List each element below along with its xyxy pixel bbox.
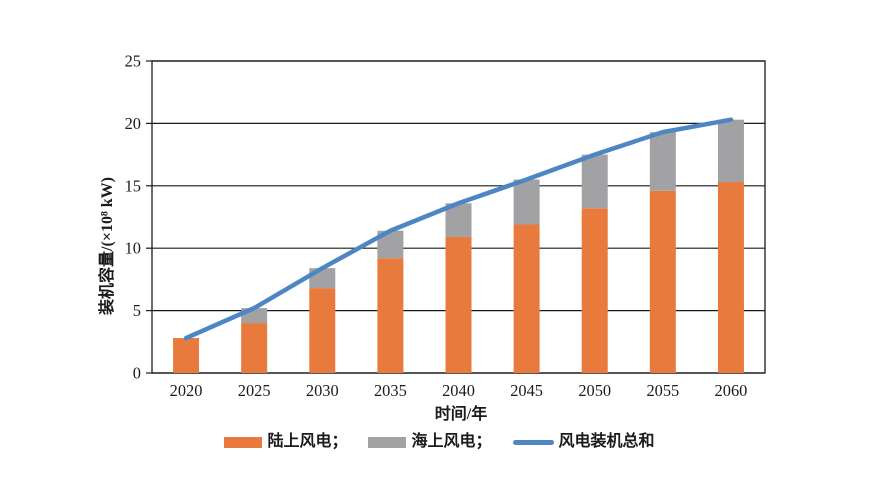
total-line bbox=[183, 117, 734, 341]
x-tick-label: 2060 bbox=[715, 381, 748, 400]
y-tick-label: 0 bbox=[133, 364, 141, 383]
bar-onshore-wind-2020 bbox=[173, 338, 200, 373]
x-axis-title: 时间/年 bbox=[435, 404, 487, 423]
legend-item-onshore-wind: 陆上风电； bbox=[224, 434, 347, 450]
total-wind-line-swatch-icon bbox=[512, 439, 554, 445]
y-tick-label: 5 bbox=[133, 301, 141, 320]
x-tick-label: 2055 bbox=[646, 381, 679, 400]
y-tick-label: 15 bbox=[125, 176, 141, 195]
y-tick-label: 10 bbox=[125, 239, 141, 258]
bar-onshore-wind-2060 bbox=[717, 182, 744, 373]
bar-onshore-wind-2045 bbox=[513, 224, 540, 373]
x-tick-labels: 2020 2025 2030 2035 2040 2045 2050 2055 2060 bbox=[170, 381, 748, 400]
bars bbox=[173, 119, 744, 373]
bar-onshore-wind-2035 bbox=[377, 258, 404, 373]
bar-onshore-wind-2040 bbox=[445, 236, 472, 373]
legend-label-total-wind: 风电装机总和 bbox=[558, 433, 655, 450]
legend-item-offshore-wind: 海上风电； bbox=[368, 433, 492, 450]
x-tick-label: 2025 bbox=[238, 381, 271, 400]
x-tick-label: 2040 bbox=[442, 381, 475, 400]
y-tick-label: 20 bbox=[125, 114, 141, 133]
x-tick-label: 2045 bbox=[510, 381, 543, 400]
x-tick-label: 2050 bbox=[578, 381, 611, 400]
legend-label-onshore-wind: 陆上风电； bbox=[267, 433, 348, 450]
x-tick-label: 2035 bbox=[374, 381, 407, 400]
legend-item-total-wind: 风电装机总和 bbox=[512, 433, 655, 450]
bar-onshore-wind-2055 bbox=[649, 190, 676, 373]
bar-offshore-wind-2045 bbox=[513, 179, 540, 225]
bar-onshore-wind-2050 bbox=[581, 208, 608, 373]
x-tick-label: 2020 bbox=[170, 381, 203, 400]
y-axis-title: 装机容量/(×10⁸ kW) bbox=[97, 177, 116, 316]
y-tick-label: 25 bbox=[125, 52, 141, 71]
bar-onshore-wind-2030 bbox=[309, 288, 336, 373]
bar-offshore-wind-2055 bbox=[649, 132, 676, 191]
bar-onshore-wind-2025 bbox=[241, 323, 268, 373]
legend-label-offshore-wind: 海上风电； bbox=[411, 433, 492, 450]
chart-legend: 陆上风电； 海上风电； 风电装机总和 bbox=[0, 434, 879, 450]
offshore-wind-swatch-icon bbox=[368, 436, 407, 448]
onshore-wind-swatch-icon bbox=[224, 436, 263, 448]
bar-offshore-wind-2060 bbox=[717, 119, 744, 183]
bar-offshore-wind-2050 bbox=[581, 154, 608, 209]
y-tick-labels: 0 5 10 15 20 25 bbox=[125, 52, 141, 383]
x-tick-label: 2030 bbox=[306, 381, 339, 400]
